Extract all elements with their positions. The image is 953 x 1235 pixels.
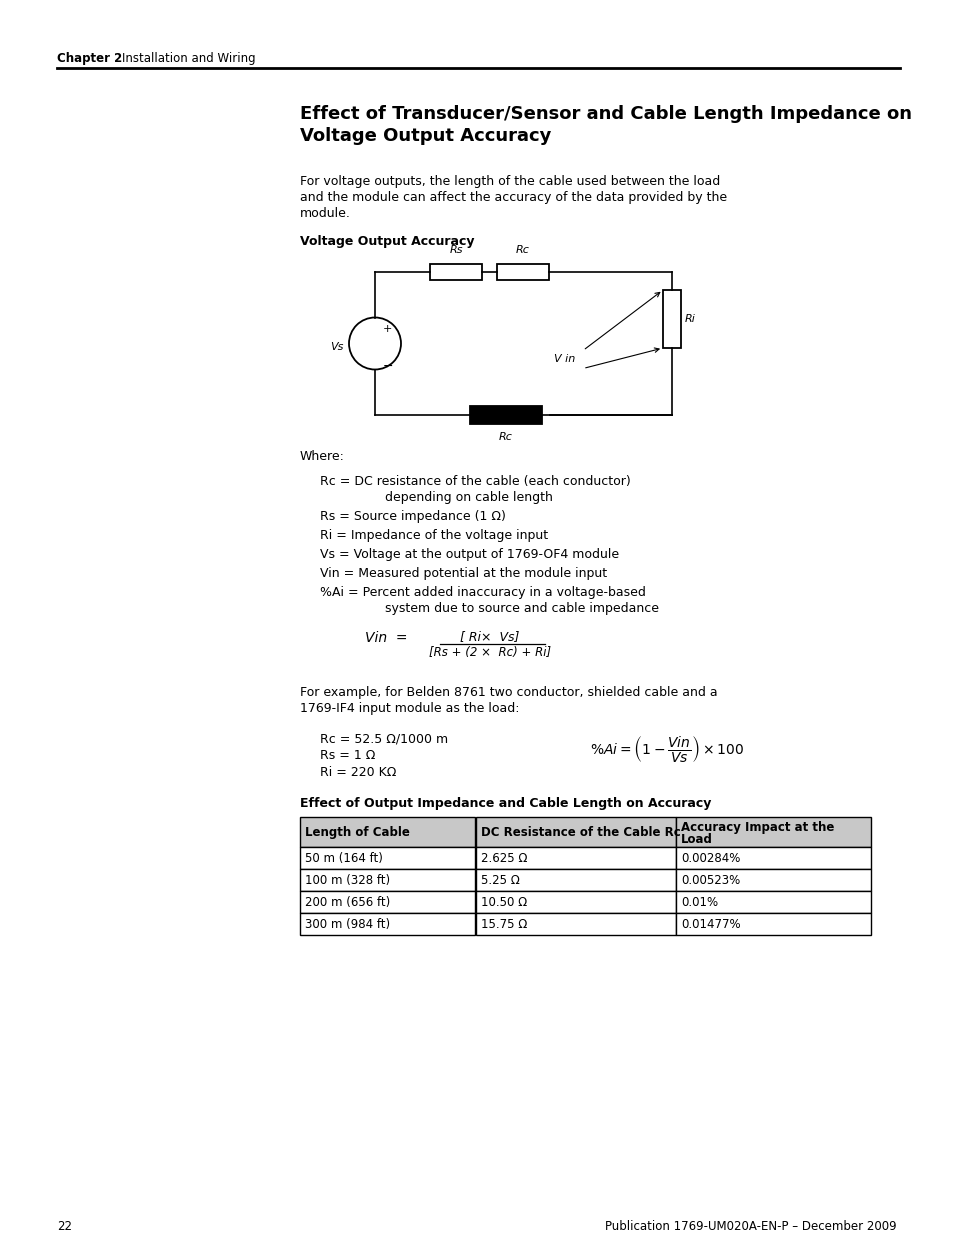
Text: Rc: Rc <box>498 432 513 442</box>
Bar <box>476 847 676 869</box>
Text: 2.625 Ω: 2.625 Ω <box>480 852 527 864</box>
Text: DC Resistance of the Cable Rc: DC Resistance of the Cable Rc <box>480 826 680 839</box>
Text: Rs = 1 Ω: Rs = 1 Ω <box>319 748 375 762</box>
Bar <box>299 847 475 869</box>
Text: Ri = 220 KΩ: Ri = 220 KΩ <box>319 766 395 779</box>
Bar <box>676 847 870 869</box>
Bar <box>470 406 541 424</box>
Text: Voltage Output Accuracy: Voltage Output Accuracy <box>299 127 551 144</box>
Text: Rc = 52.5 Ω/1000 m: Rc = 52.5 Ω/1000 m <box>319 732 448 745</box>
Text: 0.01477%: 0.01477% <box>680 918 740 931</box>
Text: $\%Ai = \left(1 - \dfrac{Vin}{Vs}\right)\times 100$: $\%Ai = \left(1 - \dfrac{Vin}{Vs}\right)… <box>589 734 743 764</box>
Bar <box>676 890 870 913</box>
Text: Vs = Voltage at the output of 1769-OF4 module: Vs = Voltage at the output of 1769-OF4 m… <box>319 548 618 561</box>
Text: 300 m (984 ft): 300 m (984 ft) <box>305 918 390 931</box>
Text: Publication 1769-UM020A-EN-P – December 2009: Publication 1769-UM020A-EN-P – December … <box>605 1220 896 1233</box>
Text: 0.00523%: 0.00523% <box>680 874 740 887</box>
Bar <box>476 913 676 935</box>
Text: 1769-IF4 input module as the load:: 1769-IF4 input module as the load: <box>299 701 519 715</box>
Bar <box>676 869 870 890</box>
Text: 200 m (656 ft): 200 m (656 ft) <box>305 897 390 909</box>
Text: module.: module. <box>299 207 351 220</box>
Bar <box>299 869 475 890</box>
Bar <box>676 913 870 935</box>
Text: [ Ri×  Vs]: [ Ri× Vs] <box>460 630 519 643</box>
Text: Effect of Output Impedance and Cable Length on Accuracy: Effect of Output Impedance and Cable Len… <box>299 797 711 810</box>
Text: system due to source and cable impedance: system due to source and cable impedance <box>345 601 659 615</box>
Text: 0.01%: 0.01% <box>680 897 718 909</box>
Text: Vin = Measured potential at the module input: Vin = Measured potential at the module i… <box>319 567 606 580</box>
Text: 100 m (328 ft): 100 m (328 ft) <box>305 874 390 887</box>
Text: For example, for Belden 8761 two conductor, shielded cable and a: For example, for Belden 8761 two conduct… <box>299 685 717 699</box>
Text: Effect of Transducer/Sensor and Cable Length Impedance on: Effect of Transducer/Sensor and Cable Le… <box>299 105 911 124</box>
Text: Vs: Vs <box>331 342 344 352</box>
Text: Where:: Where: <box>299 450 345 463</box>
Bar <box>676 818 870 847</box>
Bar <box>299 890 475 913</box>
Text: Rs: Rs <box>449 245 462 254</box>
Text: For voltage outputs, the length of the cable used between the load: For voltage outputs, the length of the c… <box>299 175 720 188</box>
Text: Chapter 2: Chapter 2 <box>57 52 122 65</box>
Bar <box>476 818 676 847</box>
Text: Vin  =: Vin = <box>365 631 407 645</box>
Bar <box>662 290 680 348</box>
Bar <box>476 890 676 913</box>
Text: %Ai = Percent added inaccuracy in a voltage-based: %Ai = Percent added inaccuracy in a volt… <box>319 585 645 599</box>
Text: V in: V in <box>554 353 575 363</box>
Bar <box>497 264 548 280</box>
Text: 15.75 Ω: 15.75 Ω <box>480 918 527 931</box>
Text: [Rs + (2 ×  Rc) + Ri]: [Rs + (2 × Rc) + Ri] <box>429 646 551 659</box>
Text: Ri = Impedance of the voltage input: Ri = Impedance of the voltage input <box>319 529 548 542</box>
Bar <box>430 264 481 280</box>
Text: Installation and Wiring: Installation and Wiring <box>122 52 255 65</box>
Text: 22: 22 <box>57 1220 71 1233</box>
Text: 10.50 Ω: 10.50 Ω <box>480 897 527 909</box>
Text: Voltage Output Accuracy: Voltage Output Accuracy <box>299 235 474 248</box>
Text: 50 m (164 ft): 50 m (164 ft) <box>305 852 382 864</box>
Text: Rc = DC resistance of the cable (each conductor): Rc = DC resistance of the cable (each co… <box>319 475 630 488</box>
Bar <box>299 913 475 935</box>
Text: depending on cable length: depending on cable length <box>345 492 553 504</box>
Bar <box>476 869 676 890</box>
Text: 0.00284%: 0.00284% <box>680 852 740 864</box>
Text: Rc: Rc <box>516 245 529 254</box>
Text: Ri: Ri <box>684 314 695 324</box>
Text: −: − <box>382 359 393 373</box>
Text: +: + <box>382 324 392 333</box>
Text: Accuracy Impact at the: Accuracy Impact at the <box>680 821 834 834</box>
Text: and the module can affect the accuracy of the data provided by the: and the module can affect the accuracy o… <box>299 191 726 204</box>
Text: Length of Cable: Length of Cable <box>305 826 410 839</box>
Text: 5.25 Ω: 5.25 Ω <box>480 874 519 887</box>
Text: Load: Load <box>680 832 712 846</box>
Text: Rs = Source impedance (1 Ω): Rs = Source impedance (1 Ω) <box>319 510 505 522</box>
Bar <box>299 818 475 847</box>
